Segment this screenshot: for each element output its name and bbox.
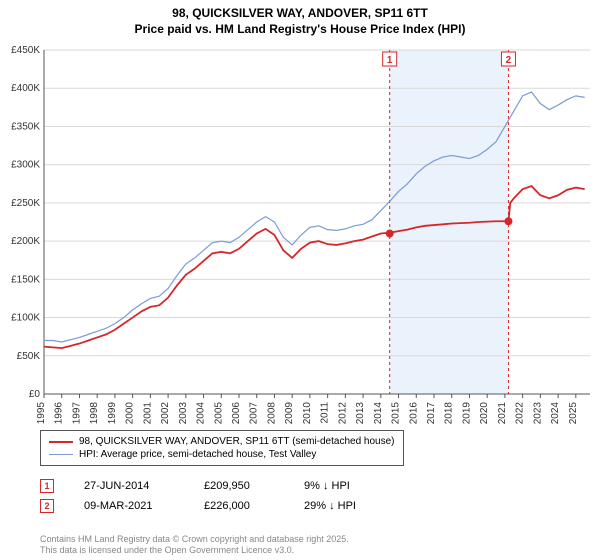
svg-text:1997: 1997	[71, 402, 82, 424]
svg-text:2002: 2002	[160, 402, 171, 424]
sale-price: £209,950	[204, 480, 274, 492]
svg-text:£100K: £100K	[11, 313, 40, 324]
legend-item: 98, QUICKSILVER WAY, ANDOVER, SP11 6TT (…	[49, 435, 395, 448]
svg-text:1: 1	[387, 55, 393, 66]
sale-date: 09-MAR-2021	[84, 500, 174, 512]
sale-diff: 9% ↓ HPI	[304, 480, 384, 492]
svg-text:2016: 2016	[408, 402, 419, 424]
svg-text:2011: 2011	[320, 402, 331, 424]
svg-text:2010: 2010	[302, 402, 313, 424]
svg-text:£200K: £200K	[11, 236, 40, 247]
svg-text:2019: 2019	[461, 402, 472, 424]
svg-text:£0: £0	[29, 389, 41, 400]
svg-text:2017: 2017	[426, 402, 437, 424]
svg-text:2015: 2015	[391, 402, 402, 424]
svg-text:£50K: £50K	[17, 351, 41, 362]
legend-label: 98, QUICKSILVER WAY, ANDOVER, SP11 6TT (…	[79, 436, 395, 447]
svg-text:2023: 2023	[532, 402, 543, 424]
legend: 98, QUICKSILVER WAY, ANDOVER, SP11 6TT (…	[40, 430, 404, 466]
svg-text:2022: 2022	[515, 402, 526, 424]
footer-attribution: Contains HM Land Registry data © Crown c…	[40, 534, 349, 556]
sale-price: £226,000	[204, 500, 274, 512]
svg-text:2014: 2014	[373, 402, 384, 424]
svg-text:2009: 2009	[284, 402, 295, 424]
sale-marker: 1	[40, 479, 54, 493]
title-line2: Price paid vs. HM Land Registry's House …	[0, 22, 600, 38]
svg-text:£400K: £400K	[11, 83, 40, 94]
legend-item: HPI: Average price, semi-detached house,…	[49, 448, 395, 461]
sale-date: 27-JUN-2014	[84, 480, 174, 492]
sale-marker: 2	[40, 499, 54, 513]
svg-text:2021: 2021	[497, 402, 508, 424]
svg-text:£350K: £350K	[11, 121, 40, 132]
svg-text:2007: 2007	[249, 402, 260, 424]
svg-text:1996: 1996	[54, 402, 65, 424]
svg-text:2020: 2020	[479, 402, 490, 424]
sale-diff: 29% ↓ HPI	[304, 500, 384, 512]
chart-title: 98, QUICKSILVER WAY, ANDOVER, SP11 6TT P…	[0, 0, 600, 37]
svg-text:1999: 1999	[107, 402, 118, 424]
title-line1: 98, QUICKSILVER WAY, ANDOVER, SP11 6TT	[0, 6, 600, 22]
svg-text:2003: 2003	[178, 402, 189, 424]
footer-line2: This data is licensed under the Open Gov…	[40, 545, 349, 556]
price-chart: £0 £50K £100K £150K £200K £250K £300K £350K £400…	[0, 44, 600, 424]
legend-label: HPI: Average price, semi-detached house,…	[79, 449, 316, 460]
svg-text:2013: 2013	[355, 402, 366, 424]
svg-text:£450K: £450K	[11, 45, 40, 56]
svg-text:2012: 2012	[337, 402, 348, 424]
svg-text:2001: 2001	[142, 402, 153, 424]
sale-row: 1 27-JUN-2014 £209,950 9% ↓ HPI	[40, 476, 384, 496]
svg-text:2025: 2025	[568, 402, 579, 424]
svg-text:2008: 2008	[266, 402, 277, 424]
sale-row: 2 09-MAR-2021 £226,000 29% ↓ HPI	[40, 496, 384, 516]
svg-text:£300K: £300K	[11, 160, 40, 171]
svg-text:2006: 2006	[231, 402, 242, 424]
footer-line1: Contains HM Land Registry data © Crown c…	[40, 534, 349, 545]
svg-text:£150K: £150K	[11, 274, 40, 285]
svg-text:1998: 1998	[89, 402, 100, 424]
legend-swatch	[49, 454, 73, 455]
svg-text:2004: 2004	[196, 402, 207, 424]
svg-text:1995: 1995	[36, 402, 47, 424]
svg-text:£250K: £250K	[11, 198, 40, 209]
svg-text:2018: 2018	[444, 402, 455, 424]
svg-text:2024: 2024	[550, 402, 561, 424]
legend-swatch	[49, 441, 73, 443]
svg-text:2000: 2000	[125, 402, 136, 424]
svg-text:2: 2	[506, 55, 512, 66]
svg-text:2005: 2005	[213, 402, 224, 424]
sales-table: 1 27-JUN-2014 £209,950 9% ↓ HPI 2 09-MAR-2021…	[40, 476, 384, 516]
